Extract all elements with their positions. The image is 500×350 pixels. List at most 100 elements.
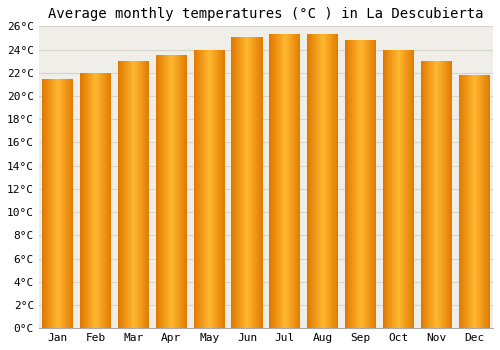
Bar	[347, 40, 348, 328]
Bar	[122, 61, 123, 328]
Bar	[168, 55, 169, 328]
Bar	[307, 34, 308, 328]
Bar	[282, 34, 283, 328]
Bar	[91, 73, 92, 328]
Bar	[435, 61, 436, 328]
Bar	[288, 34, 289, 328]
Bar	[433, 61, 434, 328]
Bar	[219, 49, 220, 328]
Bar	[240, 37, 241, 328]
Bar	[362, 40, 363, 328]
Bar	[247, 37, 248, 328]
Bar	[260, 37, 262, 328]
Bar	[93, 73, 94, 328]
Bar	[319, 34, 320, 328]
Bar	[242, 37, 244, 328]
Bar	[90, 73, 91, 328]
Bar	[86, 73, 87, 328]
Bar	[402, 49, 403, 328]
Bar	[163, 55, 164, 328]
Bar	[401, 49, 402, 328]
Bar	[88, 73, 89, 328]
Bar	[460, 75, 461, 328]
Bar	[396, 49, 397, 328]
Bar	[253, 37, 254, 328]
Bar	[370, 40, 371, 328]
Bar	[296, 34, 298, 328]
Bar	[405, 49, 406, 328]
Bar	[426, 61, 427, 328]
Bar	[106, 73, 107, 328]
Bar	[280, 34, 281, 328]
Bar	[103, 73, 104, 328]
Bar	[482, 75, 483, 328]
Bar	[444, 61, 445, 328]
Bar	[97, 73, 98, 328]
Bar	[60, 78, 61, 328]
Bar	[434, 61, 435, 328]
Bar	[234, 37, 235, 328]
Bar	[134, 61, 136, 328]
Bar	[71, 78, 72, 328]
Bar	[124, 61, 126, 328]
Bar	[360, 40, 361, 328]
Bar	[210, 49, 211, 328]
Bar	[165, 55, 166, 328]
Bar	[64, 78, 65, 328]
Bar	[365, 40, 366, 328]
Bar	[46, 78, 47, 328]
Bar	[118, 61, 119, 328]
Bar	[177, 55, 178, 328]
Bar	[484, 75, 486, 328]
Bar	[42, 78, 43, 328]
Bar	[406, 49, 407, 328]
Bar	[430, 61, 432, 328]
Bar	[412, 49, 414, 328]
Bar	[126, 61, 127, 328]
Bar	[322, 34, 324, 328]
Bar	[367, 40, 368, 328]
Bar	[220, 49, 221, 328]
Bar	[89, 73, 90, 328]
Bar	[470, 75, 471, 328]
Bar	[270, 34, 271, 328]
Bar	[329, 34, 330, 328]
Bar	[462, 75, 463, 328]
Bar	[386, 49, 387, 328]
Bar	[392, 49, 393, 328]
Bar	[489, 75, 490, 328]
Bar	[205, 49, 206, 328]
Bar	[423, 61, 424, 328]
Bar	[198, 49, 199, 328]
Bar	[180, 55, 181, 328]
Bar	[120, 61, 121, 328]
Bar	[139, 61, 140, 328]
Bar	[364, 40, 365, 328]
Bar	[136, 61, 137, 328]
Bar	[410, 49, 411, 328]
Bar	[101, 73, 102, 328]
Bar	[92, 73, 93, 328]
Bar	[332, 34, 334, 328]
Bar	[232, 37, 234, 328]
Bar	[199, 49, 200, 328]
Bar	[258, 37, 259, 328]
Bar	[218, 49, 219, 328]
Bar	[442, 61, 443, 328]
Bar	[348, 40, 349, 328]
Bar	[217, 49, 218, 328]
Bar	[447, 61, 448, 328]
Bar	[448, 61, 450, 328]
Bar	[98, 73, 100, 328]
Bar	[176, 55, 177, 328]
Bar	[184, 55, 185, 328]
Bar	[201, 49, 202, 328]
Bar	[400, 49, 401, 328]
Bar	[107, 73, 108, 328]
Bar	[393, 49, 394, 328]
Bar	[173, 55, 174, 328]
Bar	[157, 55, 158, 328]
Bar	[286, 34, 288, 328]
Bar	[358, 40, 360, 328]
Bar	[466, 75, 468, 328]
